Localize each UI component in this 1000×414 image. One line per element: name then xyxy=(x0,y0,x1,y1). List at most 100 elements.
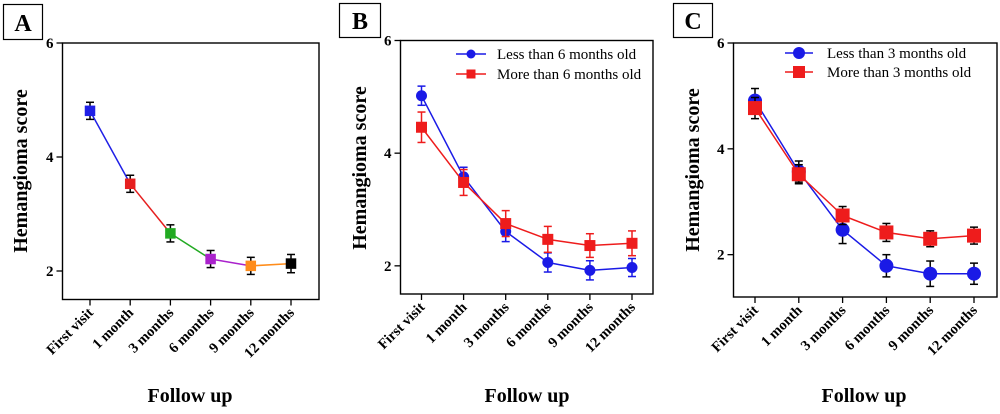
series-line-segment xyxy=(886,265,931,275)
panel-b-label: B xyxy=(352,9,368,35)
series-line-segment xyxy=(886,231,931,240)
data-point-square xyxy=(923,231,938,246)
data-point-square xyxy=(500,218,512,230)
data-point-square xyxy=(165,228,176,239)
series-line-segment xyxy=(589,242,633,247)
legend-item: Less than 3 months old xyxy=(785,46,967,62)
data-point-square xyxy=(542,233,554,245)
legend-marker-circle xyxy=(793,47,805,59)
data-point-circle xyxy=(542,256,554,268)
legend-marker-circle xyxy=(466,49,476,59)
panel-b-y-tick-label: 4 xyxy=(384,146,392,162)
series-line-segment xyxy=(463,176,507,232)
legend-label: More than 6 months old xyxy=(497,67,642,83)
legend-label: More than 3 months old xyxy=(827,65,972,81)
data-point-square xyxy=(879,225,894,240)
data-point-circle xyxy=(835,222,850,237)
data-point-circle xyxy=(584,264,596,276)
panel-b-x-axis-title: Follow up xyxy=(484,385,569,407)
panel-a-x-tick-label: First visit xyxy=(44,305,97,358)
panel-a-y-axis-title: Hemangioma score xyxy=(10,89,32,253)
data-point-square xyxy=(584,240,596,252)
series-line-segment xyxy=(463,181,507,225)
series-line-segment xyxy=(589,266,633,272)
data-point-square xyxy=(626,237,638,249)
series-line-segment xyxy=(420,126,465,183)
data-point-square xyxy=(748,101,762,116)
legend-label: Less than 3 months old xyxy=(827,46,967,62)
panel-c-x-tick-label: 3 months xyxy=(798,302,850,354)
series-line-segment xyxy=(420,95,465,178)
data-point-circle xyxy=(626,262,638,274)
series-line-segment xyxy=(505,230,549,264)
data-point-square xyxy=(245,260,257,272)
legend-label: Less than 6 months old xyxy=(497,47,637,63)
panel-a-plot-frame xyxy=(61,42,320,301)
panel-c-x-axis-title: Follow up xyxy=(821,385,906,407)
data-point-circle xyxy=(879,258,894,273)
series-line-segment xyxy=(547,261,591,272)
panel-b-x-tick-label: First visit xyxy=(375,299,428,352)
panel-c-y-axis-title: Hemangioma score xyxy=(682,88,704,252)
panel-c-y-tick-label: 4 xyxy=(717,142,725,158)
series-line-segment xyxy=(842,229,887,267)
panel-a-y-tick-label: 6 xyxy=(46,36,54,52)
panel-b-label-box xyxy=(338,2,382,39)
data-point-square xyxy=(967,228,981,243)
panel-a-label-box xyxy=(2,3,44,41)
panel-b-series-1 xyxy=(416,85,638,281)
data-point-square xyxy=(416,121,427,133)
data-point-square xyxy=(285,258,297,269)
panel-a-y-tick-label: 4 xyxy=(46,150,54,166)
data-point-square xyxy=(458,176,470,188)
series-line-segment xyxy=(169,232,212,260)
panel-b-x-tick-label: 6 months xyxy=(503,299,555,351)
data-point-square xyxy=(205,253,216,265)
series-line-segment xyxy=(754,107,800,175)
panel-c-y-tick-label: 2 xyxy=(717,248,725,264)
series-line-segment xyxy=(547,238,591,247)
data-point-circle xyxy=(923,266,938,281)
data-point-square xyxy=(84,105,96,117)
panel-c-plot-frame xyxy=(732,42,998,298)
panel-b-y-tick-label: 2 xyxy=(384,259,392,275)
panel-c-x-tick-label: First visit xyxy=(709,302,762,355)
panel-c-x-tick-label: 6 months xyxy=(842,302,894,354)
legend-item: Less than 6 months old xyxy=(456,47,637,63)
panel-a-label: A xyxy=(14,11,32,37)
series-line-segment xyxy=(210,258,251,267)
panel-c-legend: Less than 3 months old More than 3 months… xyxy=(785,46,972,81)
data-point-circle xyxy=(416,90,427,102)
legend-item: More than 6 months old xyxy=(456,67,642,83)
panel-b-x-tick-label: 3 months xyxy=(461,299,513,351)
panel-c-label-box xyxy=(672,2,714,39)
data-point-square xyxy=(124,178,136,190)
series-line-segment xyxy=(505,222,549,241)
series-line-segment xyxy=(89,110,131,185)
panel-b-y-axis-title: Hemangioma score xyxy=(349,86,371,250)
panel-c-y-tick-label: 6 xyxy=(717,36,725,52)
series-line-segment xyxy=(930,234,975,240)
series-line-segment xyxy=(842,214,887,234)
panel-c-series-1 xyxy=(748,87,981,288)
panel-c-label: C xyxy=(684,9,701,35)
legend-marker-square xyxy=(793,66,805,78)
series-line-segment xyxy=(250,262,292,267)
panel-a-series-1 xyxy=(84,101,297,276)
panel-c-series-2 xyxy=(748,96,981,248)
series-line-segment xyxy=(754,100,800,172)
panel-a-x-axis-title: Follow up xyxy=(147,385,232,407)
legend-marker-square xyxy=(466,69,476,79)
panel-c: C Hemangioma score Follow up 2 4 6 First vi… xyxy=(672,2,998,407)
panel-b-series-2 xyxy=(416,111,638,259)
data-point-square xyxy=(835,208,850,223)
data-point-square xyxy=(791,167,806,182)
series-line-segment xyxy=(798,173,844,217)
legend-item: More than 3 months old xyxy=(785,65,972,81)
panel-b: B Hemangioma score Follow up 2 4 6 First vi… xyxy=(338,2,654,407)
panel-a: A Hemangioma score Follow up 2 4 6 First vi… xyxy=(2,3,320,407)
